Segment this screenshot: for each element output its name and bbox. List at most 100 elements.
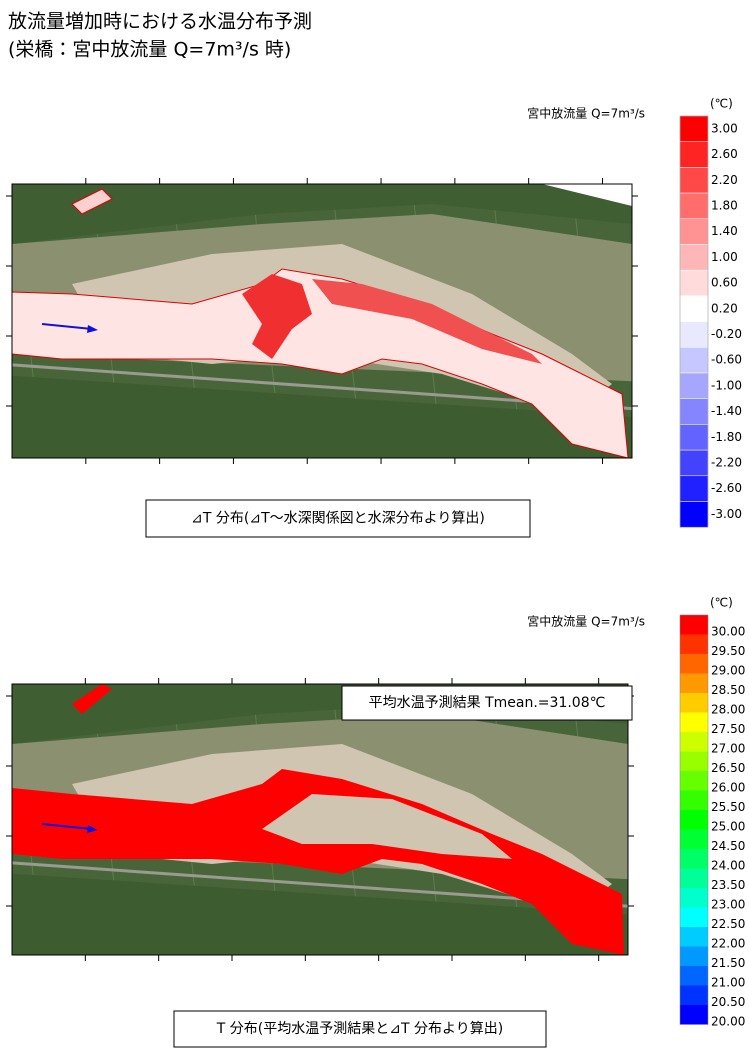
caption-box [145, 499, 531, 538]
colorbar-label: -0.20 [711, 327, 742, 341]
colorbar-box [680, 771, 708, 791]
colorbar-frame [679, 115, 709, 528]
colorbar-label: 1.80 [711, 198, 738, 212]
colorbar-box [679, 295, 709, 322]
colorbar-label: -1.00 [711, 378, 742, 392]
colorbar-box [680, 966, 708, 986]
colorbar-box [680, 732, 708, 752]
warm-area [242, 274, 312, 359]
colorbar-label: 0.60 [711, 276, 738, 290]
map [6, 678, 634, 961]
flow-arrow [41, 823, 93, 830]
colorbar-label: 3.00 [711, 121, 738, 135]
colorbar-label: 24.00 [711, 858, 745, 872]
colorbar-box [679, 501, 709, 528]
flow-arrowhead [87, 825, 98, 833]
flow-arrowhead [87, 325, 98, 333]
colorbar-box [680, 868, 708, 888]
colorbar-label: 27.00 [711, 741, 745, 755]
colorbar-label: 30.00 [711, 624, 745, 638]
map-label: 宮中放流量 Q=7m³/s [527, 106, 645, 121]
annotation-box [341, 685, 633, 721]
colorbar-label: -0.60 [711, 353, 742, 367]
colorbar-box [680, 790, 708, 810]
title-line: (栄橋：宮中放流量 Q=7m³/s 時) [8, 39, 291, 61]
colorbar-label: 22.00 [711, 936, 745, 950]
colorbar-box [680, 615, 708, 635]
colorbar-box [679, 321, 709, 348]
colorbar-label: 21.50 [711, 956, 745, 970]
colorbar-label: 26.00 [711, 780, 745, 794]
colorbar-box [680, 985, 708, 1005]
colorbar-box [679, 449, 709, 477]
colorbar-box [680, 712, 708, 732]
colorbar-box [680, 888, 708, 908]
warm-area [71, 188, 113, 215]
annotation: 平均水温予測結果 Tmean.=31.08℃ [369, 695, 606, 711]
field-lower [12, 873, 628, 955]
title-line: 放流量増加時における水温分布予測 [8, 11, 312, 33]
colorbar-label: -1.80 [711, 430, 742, 444]
colorbar-box [679, 244, 709, 271]
colorbar-box [680, 849, 708, 869]
colorbar-box [680, 751, 708, 771]
colorbar-label: 24.50 [711, 839, 745, 853]
colorbar-label: 20.00 [711, 1014, 745, 1028]
caption-box [173, 1010, 547, 1048]
colorbar-unit: (℃) [710, 97, 733, 111]
colorbar-box [680, 810, 708, 830]
corner-blank [542, 184, 632, 206]
field-lower [12, 375, 632, 458]
colorbar-box [680, 673, 708, 693]
colorbar-box [680, 693, 708, 713]
colorbar-box [680, 946, 708, 966]
warm-area [312, 279, 542, 364]
colorbar-box [679, 424, 709, 451]
colorbar-label: 2.60 [711, 147, 738, 161]
colorbar-box [679, 167, 709, 194]
colorbar-label: 21.00 [711, 975, 745, 989]
colorbar-box [680, 1005, 708, 1025]
colorbar-box [680, 829, 708, 849]
caption: ⊿T 分布(⊿T～水深関係図と水深分布より算出) [191, 511, 485, 527]
colorbar-box [679, 475, 709, 502]
colorbar-label: 20.50 [711, 995, 745, 1009]
colorbar-unit: (℃) [710, 596, 733, 610]
colorbar-label: -2.20 [711, 455, 742, 469]
colorbar-box [679, 192, 709, 220]
map-frame [11, 683, 629, 956]
water-area [11, 268, 629, 459]
colorbar-label: 28.50 [711, 683, 745, 697]
colorbar-label: 29.00 [711, 663, 745, 677]
sand-island [262, 794, 512, 859]
colorbar-box [679, 398, 709, 425]
colorbar-box [679, 347, 709, 374]
colorbar-label: 0.20 [711, 301, 738, 315]
colorbar-label: -1.40 [711, 404, 742, 418]
colorbar-box [680, 927, 708, 947]
colorbar-box [679, 372, 709, 399]
colorbar-box [680, 907, 708, 927]
colorbar-label: 1.40 [711, 224, 738, 238]
colorbar-box [679, 269, 709, 297]
map-label: 宮中放流量 Q=7m³/s [527, 614, 645, 629]
colorbar-box [679, 218, 709, 245]
colorbar-label: 29.50 [711, 644, 745, 658]
colorbar-label: 25.50 [711, 800, 745, 814]
colorbar-label: 25.00 [711, 819, 745, 833]
colorbar-label: 2.20 [711, 173, 738, 187]
water-area [12, 769, 624, 955]
field-upper [12, 184, 632, 244]
colorbar-label: 1.00 [711, 250, 738, 264]
flow-arrow [41, 323, 93, 330]
water-area [72, 684, 112, 714]
colorbar-label: 27.50 [711, 722, 745, 736]
colorbar-label: 26.50 [711, 761, 745, 775]
map-frame [11, 183, 633, 459]
colorbar-box [680, 634, 708, 654]
colorbar-label: 22.50 [711, 917, 745, 931]
colorbar-label: -2.60 [711, 481, 742, 495]
colorbar-label: 28.00 [711, 702, 745, 716]
colorbar-box [680, 654, 708, 674]
